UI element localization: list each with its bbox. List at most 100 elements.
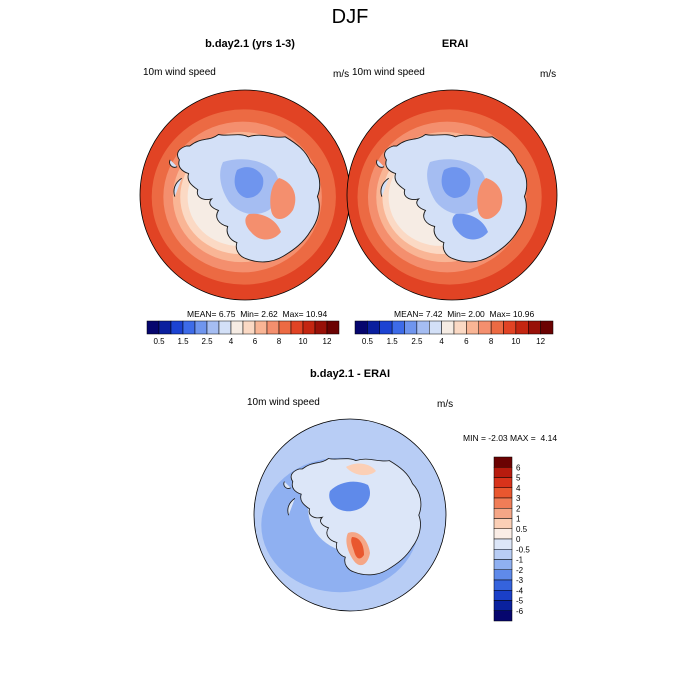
min-label: Min= xyxy=(240,309,259,319)
colorbar-tick-label: 4 xyxy=(229,337,234,346)
colorbar-swatch xyxy=(493,600,513,611)
min-value: 2.00 xyxy=(468,309,485,319)
mean-label: MEAN= xyxy=(187,309,217,319)
diff-field-positive-north xyxy=(346,463,376,476)
colorbar-swatch xyxy=(379,320,393,335)
panel-title-model: b.day2.1 (yrs 1-3) xyxy=(205,38,295,50)
mean-value: 7.42 xyxy=(425,309,443,319)
colorbar-tick-label: 4 xyxy=(516,484,521,493)
diff-min-value: -2.03 xyxy=(488,433,508,443)
colorbar-swatch xyxy=(493,538,513,550)
min-value: 2.62 xyxy=(261,309,278,319)
colorbar-tick-label: 0.5 xyxy=(516,525,528,534)
colorbar-swatch xyxy=(493,559,513,570)
colorbar-tick-label: -0.5 xyxy=(516,545,530,554)
colorbar-swatch xyxy=(266,320,280,335)
colorbar-swatch xyxy=(493,456,513,468)
field-high-east xyxy=(270,178,296,219)
colorbar-tick-label: 6 xyxy=(516,463,521,472)
colorbar-swatch xyxy=(206,320,220,335)
colorbar-obs: 0.5 1.5 2.5 4 6 8 10 12 xyxy=(354,320,554,346)
colorbar-tick-label: 8 xyxy=(489,337,494,346)
map-diff xyxy=(254,419,446,611)
colorbar-swatch xyxy=(493,497,513,509)
mean-label: MEAN= xyxy=(394,309,424,319)
colorbar-swatch xyxy=(478,320,492,335)
stats-obs: MEAN= 7.42 Min= 2.00 Max= 10.96 xyxy=(394,309,534,319)
colorbar-swatch xyxy=(182,320,196,335)
colorbar-swatch xyxy=(391,320,405,335)
colorbar-tick-label: 1 xyxy=(516,515,521,524)
colorbar-tick-label: 10 xyxy=(299,337,308,346)
colorbar-tick-label: 2.5 xyxy=(411,337,423,346)
colorbar-swatch xyxy=(290,320,304,335)
colorbar-swatch xyxy=(493,477,513,488)
units-label-model: m/s xyxy=(333,69,350,80)
colorbar-swatch xyxy=(515,320,529,335)
colorbar-swatch xyxy=(218,320,232,335)
max-label: Max= xyxy=(489,309,511,319)
colorbar-tick-label: -6 xyxy=(516,607,524,616)
colorbar-swatch xyxy=(416,320,430,335)
colorbar-tick-label: 4 xyxy=(439,337,444,346)
colorbar-swatch xyxy=(278,320,292,335)
variable-label-obs: 10m wind speed xyxy=(352,67,425,78)
colorbar-swatch xyxy=(453,320,467,335)
max-value: 10.96 xyxy=(512,309,535,319)
diff-field-positive-core xyxy=(351,537,364,559)
colorbar-tick-label: -5 xyxy=(516,597,524,606)
colorbar-swatch xyxy=(302,320,316,335)
colorbar-swatch xyxy=(490,320,504,335)
stats-diff: MIN = -2.03 MAX = 4.14 xyxy=(463,433,557,443)
colorbar-swatch xyxy=(493,579,513,591)
colorbar-tick-label: 2 xyxy=(516,504,521,513)
diff-max-label: MAX = xyxy=(510,433,536,443)
map-border-diff xyxy=(253,418,447,612)
colorbar-swatch xyxy=(466,320,479,335)
colorbar-swatch xyxy=(493,528,513,540)
max-value: 10.94 xyxy=(305,309,328,319)
diff-max-value: 4.14 xyxy=(540,433,558,443)
units-label-obs: m/s xyxy=(540,69,557,80)
diff-min-label: MIN = xyxy=(463,433,486,443)
map-model xyxy=(140,90,350,300)
colorbar-swatch xyxy=(493,467,513,478)
variable-label-diff: 10m wind speed xyxy=(247,397,320,408)
units-label-diff: m/s xyxy=(437,399,454,410)
colorbar-tick-label: 0 xyxy=(516,535,521,544)
colorbar-swatch xyxy=(367,320,380,335)
colorbar-swatch xyxy=(354,320,368,335)
colorbar-tick-label: 12 xyxy=(536,337,545,346)
colorbar-tick-label: -4 xyxy=(516,586,524,595)
colorbar-swatch xyxy=(441,320,455,335)
map-obs xyxy=(347,90,557,300)
colorbar-tick-label: 12 xyxy=(323,337,332,346)
colorbar-tick-label: 10 xyxy=(511,337,520,346)
colorbar-swatch xyxy=(146,320,160,335)
colorbar-tick-label: 0.5 xyxy=(153,337,165,346)
colorbar-swatch xyxy=(493,487,513,499)
map-border-obs xyxy=(346,89,558,301)
colorbar-swatch xyxy=(326,320,340,335)
colorbar-tick-label: 0.5 xyxy=(362,337,374,346)
colorbar-model: 0.5 1.5 2.5 4 6 8 10 12 xyxy=(146,320,340,346)
colorbar-swatch xyxy=(493,518,513,529)
colorbar-swatch xyxy=(170,320,184,335)
colorbar-swatch xyxy=(314,320,328,335)
panel-title-obs: ERAI xyxy=(441,38,469,50)
colorbar-swatch xyxy=(528,320,541,335)
colorbar-swatch xyxy=(493,569,513,581)
colorbar-tick-label: 3 xyxy=(516,494,521,503)
colorbar-swatch xyxy=(493,508,513,519)
colorbar-swatch xyxy=(230,320,244,335)
field-low-core xyxy=(234,167,264,198)
colorbar-swatch xyxy=(503,320,517,335)
colorbar-swatch xyxy=(194,320,208,335)
colorbar-tick-label: -2 xyxy=(516,566,524,575)
colorbar-swatch xyxy=(158,320,172,335)
field-high-east xyxy=(477,178,503,219)
colorbar-tick-label: 1.5 xyxy=(177,337,189,346)
colorbar-swatch xyxy=(404,320,418,335)
field-low-core xyxy=(441,167,471,198)
